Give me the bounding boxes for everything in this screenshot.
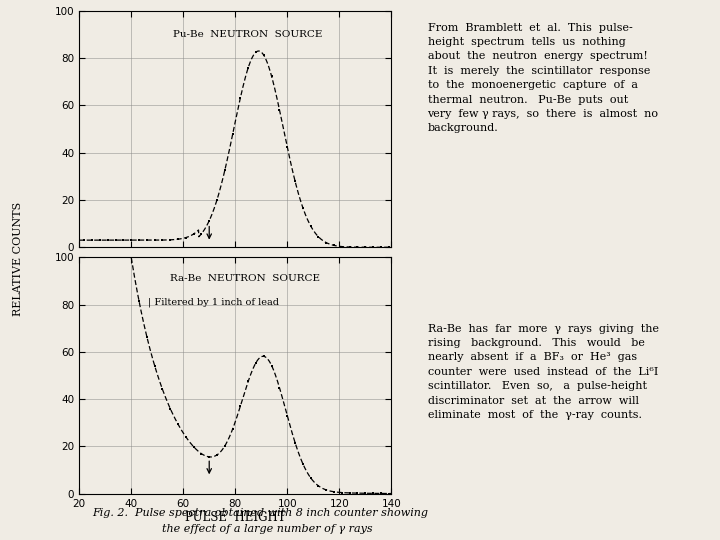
Text: RELATIVE COUNTS: RELATIVE COUNTS (13, 202, 23, 316)
X-axis label: PULSE  HEIGHT: PULSE HEIGHT (185, 511, 286, 524)
Text: the effect of a large number of γ rays: the effect of a large number of γ rays (92, 524, 372, 534)
Text: Ra-Be  has  far  more  γ  rays  giving  the
rising   background.   This   would : Ra-Be has far more γ rays giving the ris… (428, 323, 659, 420)
Text: Fig. 2.  Pulse spectra obtained with 8 inch counter showing: Fig. 2. Pulse spectra obtained with 8 in… (92, 509, 428, 518)
Text: Ra-Be  NEUTRON  SOURCE: Ra-Be NEUTRON SOURCE (170, 274, 320, 283)
Text: | Filtered by 1 inch of lead: | Filtered by 1 inch of lead (148, 298, 279, 307)
Text: Pu-Be  NEUTRON  SOURCE: Pu-Be NEUTRON SOURCE (173, 30, 322, 39)
Text: From  Bramblett  et  al.  This  pulse-
height  spectrum  tells  us  nothing
abou: From Bramblett et al. This pulse- height… (428, 23, 659, 133)
